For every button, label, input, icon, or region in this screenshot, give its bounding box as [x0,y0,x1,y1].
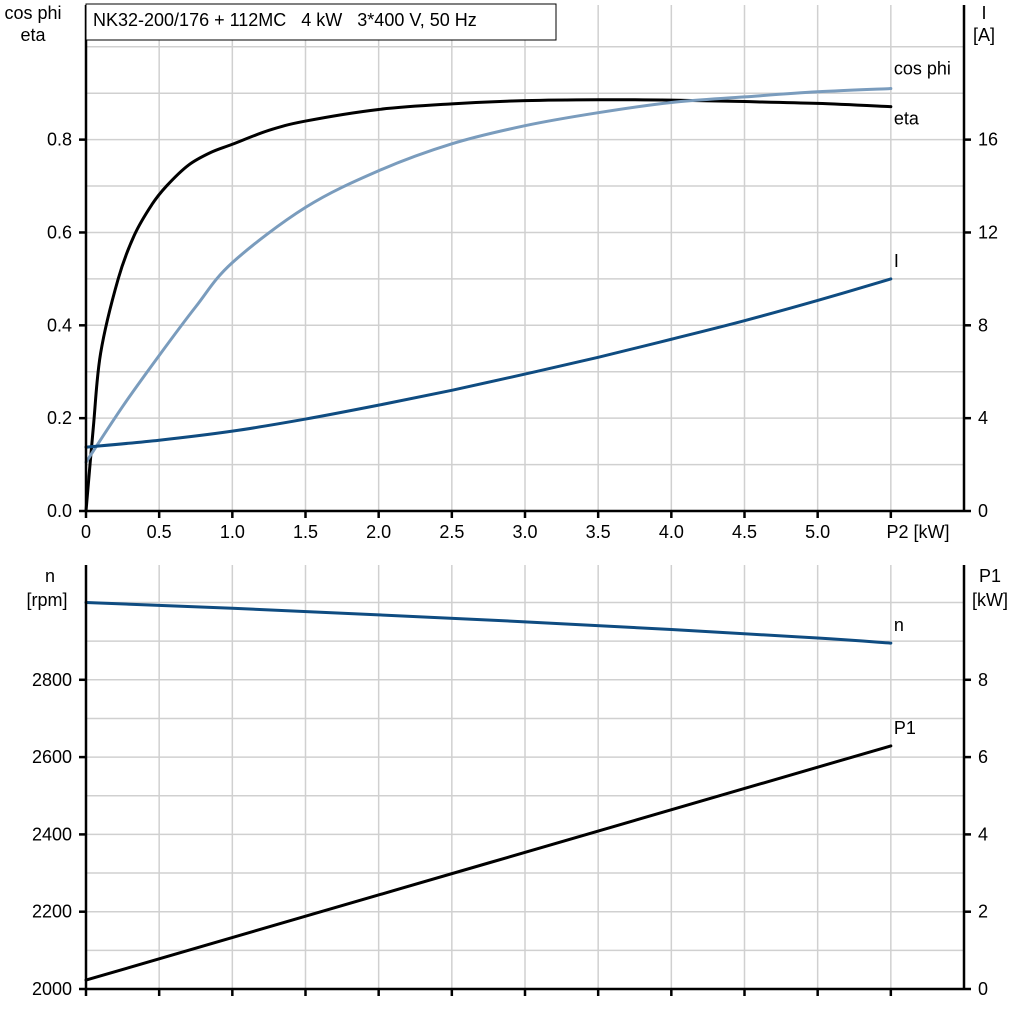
y-left-tick-label: 0.8 [47,130,72,150]
y-right-tick-label: 4 [978,408,988,428]
curves [84,87,893,982]
x-tick-label: 5.0 [805,522,830,542]
series-n-line [84,600,893,645]
series-label: eta [894,109,920,129]
series-label: I [894,251,899,271]
labels: 0.0 0.2 0.4 0.6 0.8 0 4 8 12 16 0 0.5 1.0 1.5 2.0 2.5 3.… [32,59,998,999]
bot-left-ylabel-2: [rpm] [26,590,67,610]
x-tick-label: 1.5 [293,522,318,542]
y-right-tick-label: 0 [978,501,988,521]
y-left-tick-label: 0.0 [47,501,72,521]
series-label: P1 [894,718,916,738]
bot-right-ylabel-2: [kW] [972,590,1008,610]
top-right-ylabel-2: [A] [973,25,995,45]
y-left-tick-label: 2400 [32,824,72,844]
y-right-tick-label: 2 [978,902,988,922]
x-tick-label: 4.5 [732,522,757,542]
x-tick-label: 4.0 [659,522,684,542]
title-box [85,3,557,41]
y-right-tick-label: 8 [978,315,988,335]
y-right-tick-label: 16 [978,130,998,150]
y-left-tick-label: 0.6 [47,222,72,242]
y-left-tick-label: 0.4 [47,315,72,335]
series-label: n [894,615,904,635]
series-P1-line [84,744,893,982]
series-label: cos phi [894,59,951,79]
axes [79,5,971,996]
y-right-tick-label: 6 [978,747,988,767]
x-tick-label: 3.5 [586,522,611,542]
y-right-tick-label: 0 [978,979,988,999]
y-left-tick-label: 2800 [32,670,72,690]
x-axis-label: P2 [kW] [886,522,949,542]
x-tick-label: 3.0 [512,522,537,542]
series-I-line [84,277,893,449]
top-right-ylabel-1: I [981,3,986,23]
x-tick-label: 0.5 [147,522,172,542]
y-left-tick-label: 2200 [32,902,72,922]
bot-left-ylabel-1: n [45,566,55,586]
x-tick-label: 2.5 [439,522,464,542]
series-eta-line [84,98,893,513]
y-right-tick-label: 8 [978,670,988,690]
bottom-grid [86,565,964,989]
x-tick-label: 0 [81,522,91,542]
chart-title: NK32-200/176 + 112MC 4 kW 3*400 V, 50 Hz [93,10,477,30]
y-left-tick-label: 0.2 [47,408,72,428]
bot-right-ylabel-1: P1 [979,566,1001,586]
top-left-ylabel-1: cos phi [4,3,61,23]
top-left-ylabel-2: eta [20,25,46,45]
series-cos-phi-line [84,87,893,464]
y-left-tick-label: 2600 [32,747,72,767]
y-right-tick-label: 12 [978,222,998,242]
y-left-tick-label: 2000 [32,979,72,999]
top-grid [86,5,964,511]
x-tick-label: 1.0 [220,522,245,542]
y-right-tick-label: 4 [978,824,988,844]
x-tick-label: 2.0 [366,522,391,542]
